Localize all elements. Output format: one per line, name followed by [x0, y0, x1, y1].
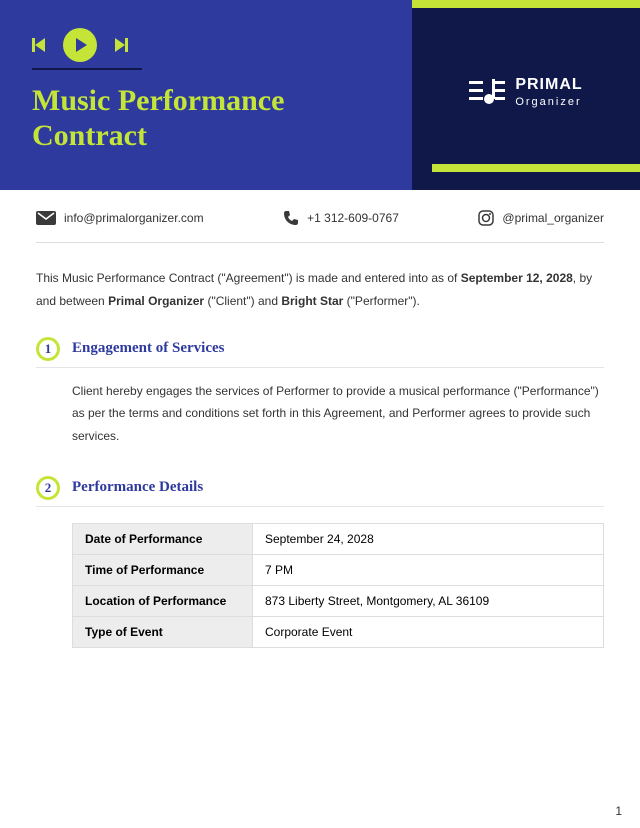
performer-name: Bright Star [281, 294, 343, 308]
section-1-body: Client hereby engages the services of Pe… [36, 368, 604, 476]
skip-forward-icon [115, 38, 128, 52]
contact-email: info@primalorganizer.com [36, 210, 204, 226]
top-accent-bar [412, 0, 640, 8]
table-row: Location of Performance873 Liberty Stree… [73, 585, 604, 616]
divider [36, 506, 604, 507]
section-1-title: Engagement of Services [72, 340, 224, 357]
table-row: Time of Performance7 PM [73, 554, 604, 585]
phone-text: +1 312-609-0767 [307, 211, 399, 225]
section-number-2: 2 [36, 476, 60, 500]
brand-name: PRIMAL [515, 76, 582, 94]
content-area: This Music Performance Contract ("Agreem… [0, 243, 640, 648]
contact-social: @primal_organizer [478, 210, 604, 226]
detail-label: Location of Performance [73, 585, 253, 616]
instagram-icon [478, 210, 494, 226]
music-note-icon [469, 77, 505, 107]
title-line-2: Contract [32, 119, 147, 152]
detail-value: 873 Liberty Street, Montgomery, AL 36109 [253, 585, 604, 616]
section-number-1: 1 [36, 337, 60, 361]
section-1-header: 1 Engagement of Services [36, 337, 604, 361]
detail-label: Time of Performance [73, 554, 253, 585]
title-line-1: Music Performance [32, 84, 284, 117]
header-left-panel: Music Performance Contract [0, 0, 412, 190]
bottom-accent-bar [432, 164, 640, 172]
email-icon [36, 211, 56, 225]
detail-value: September 24, 2028 [253, 523, 604, 554]
detail-value: 7 PM [253, 554, 604, 585]
playback-controls [32, 28, 412, 62]
detail-value: Corporate Event [253, 616, 604, 647]
document-title: Music Performance Contract [32, 84, 412, 153]
page-number: 1 [615, 804, 622, 818]
client-name: Primal Organizer [108, 294, 204, 308]
intro-paragraph: This Music Performance Contract ("Agreem… [36, 267, 604, 313]
email-text: info@primalorganizer.com [64, 211, 204, 225]
section-2-title: Performance Details [72, 479, 203, 496]
title-underline [32, 68, 142, 70]
header: Music Performance Contract PRIMAL Organi… [0, 0, 640, 190]
table-row: Date of PerformanceSeptember 24, 2028 [73, 523, 604, 554]
table-row: Type of EventCorporate Event [73, 616, 604, 647]
phone-icon [283, 210, 299, 226]
brand-logo: PRIMAL Organizer [412, 76, 640, 108]
play-icon [63, 28, 97, 62]
performance-details-table: Date of PerformanceSeptember 24, 2028 Ti… [72, 523, 604, 648]
detail-label: Type of Event [73, 616, 253, 647]
brand-subtitle: Organizer [515, 96, 582, 108]
detail-label: Date of Performance [73, 523, 253, 554]
contact-bar: info@primalorganizer.com +1 312-609-0767… [0, 190, 640, 242]
section-2-header: 2 Performance Details [36, 476, 604, 500]
skip-back-icon [32, 38, 45, 52]
header-right-panel: PRIMAL Organizer [412, 0, 640, 190]
social-text: @primal_organizer [502, 211, 604, 225]
contact-phone: +1 312-609-0767 [283, 210, 399, 226]
agreement-date: September 12, 2028 [461, 271, 573, 285]
